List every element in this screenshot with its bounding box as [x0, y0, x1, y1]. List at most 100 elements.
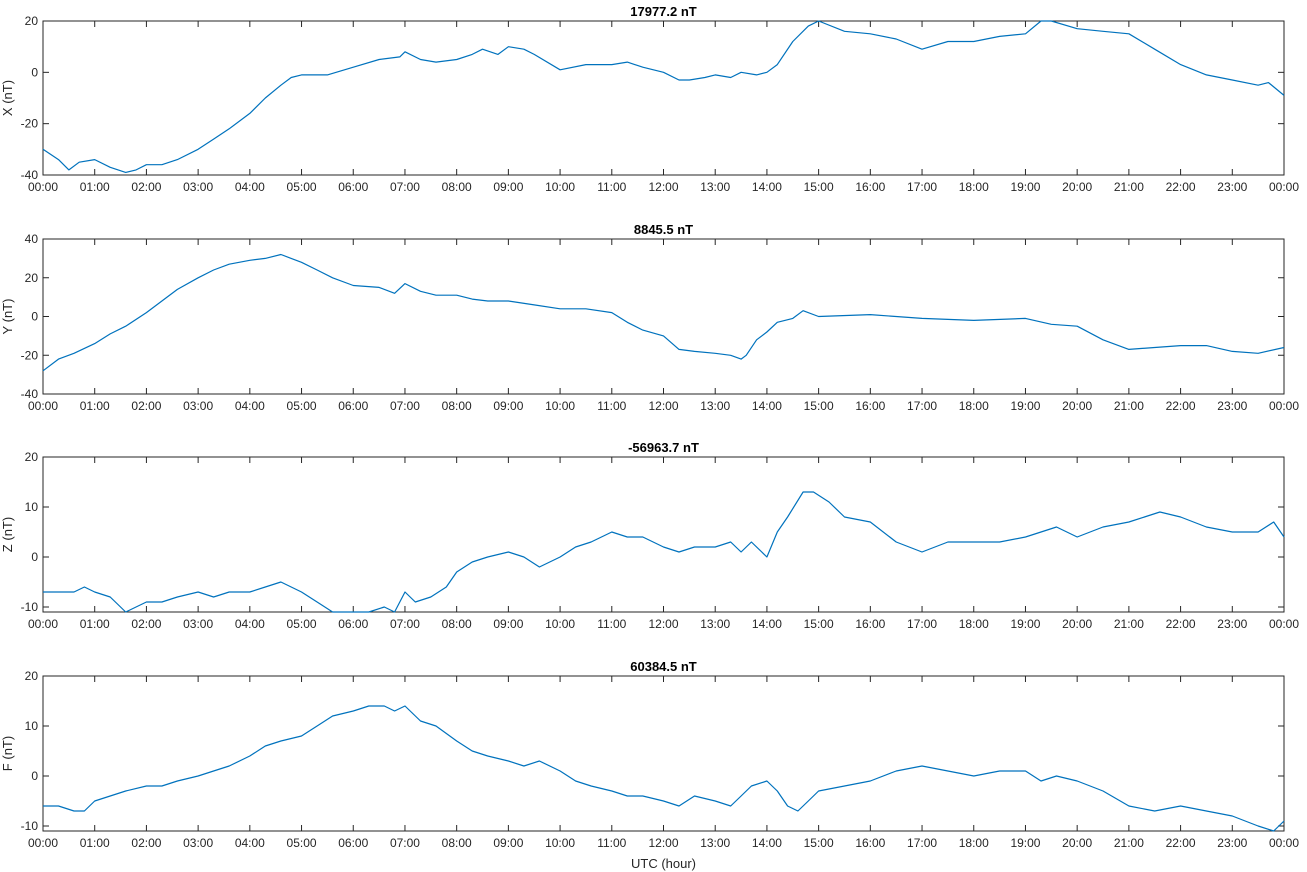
x-tick-label: 04:00	[235, 399, 265, 413]
x-tick-label: 10:00	[545, 836, 575, 850]
x-tick-label: 14:00	[752, 399, 782, 413]
x-tick-label: 11:00	[597, 180, 626, 194]
y-tick-label: 20	[25, 271, 39, 285]
x-tick-label: 06:00	[338, 617, 368, 631]
x-tick-label: 07:00	[390, 836, 420, 850]
panel-title: 8845.5 nT	[634, 222, 693, 237]
x-tick-label: 08:00	[442, 180, 472, 194]
y-axis-label: F (nT)	[0, 736, 15, 771]
x-tick-label: 21:00	[1114, 836, 1144, 850]
x-tick-label: 01:00	[80, 836, 110, 850]
x-tick-label: 16:00	[855, 180, 885, 194]
x-tick-label: 14:00	[752, 617, 782, 631]
x-tick-label: 20:00	[1062, 836, 1092, 850]
plot-frame	[42, 456, 1285, 613]
x-tick-label: 04:00	[235, 180, 265, 194]
x-tick-label: 00:00	[28, 617, 58, 631]
x-tick-label: 00:00	[1269, 399, 1299, 413]
x-tick-label: 02:00	[131, 180, 161, 194]
y-tick-label: 0	[31, 65, 38, 79]
x-tick-label: 03:00	[183, 617, 213, 631]
x-tick-label: 06:00	[338, 180, 368, 194]
x-tick-label: 09:00	[493, 399, 523, 413]
y-tick-label: 20	[25, 14, 39, 28]
x-tick-label: 13:00	[700, 180, 730, 194]
y-tick-label: 10	[25, 500, 39, 514]
panel-3: 60384.5 nT 00:00 01:00 02:00 03:00 04:00 05:00…	[0, 659, 1299, 871]
panel-2: -56963.7 nT 00:00 01:00 02:00 03:00 04:00 05:0…	[0, 440, 1299, 631]
x-tick-label: 08:00	[442, 836, 472, 850]
x-tick-label: 18:00	[959, 399, 989, 413]
panel-title: 60384.5 nT	[630, 659, 697, 674]
series-line-0	[42, 20, 1285, 173]
y-tick-label: 20	[25, 450, 39, 464]
x-tick-label: 23:00	[1217, 180, 1247, 194]
x-tick-label: 14:00	[752, 836, 782, 850]
x-tick-label: 06:00	[338, 399, 368, 413]
y-axis-label: Z (nT)	[0, 517, 15, 552]
x-tick-label: 13:00	[700, 836, 730, 850]
x-tick-label: 21:00	[1114, 180, 1144, 194]
x-tick-label: 17:00	[907, 180, 937, 194]
panel-1: 8845.5 nT 00:00 01:00 02:00 03:00 04:00 05:00 0…	[0, 222, 1299, 413]
x-tick-label: 04:00	[235, 617, 265, 631]
x-tick-label: 11:00	[597, 836, 626, 850]
panel-title: -56963.7 nT	[628, 440, 699, 455]
x-tick-label: 09:00	[493, 617, 523, 631]
y-tick-label: 0	[31, 310, 38, 324]
x-tick-label: 23:00	[1217, 836, 1247, 850]
x-tick-label: 11:00	[597, 617, 626, 631]
x-tick-label: 16:00	[855, 399, 885, 413]
x-tick-label: 00:00	[28, 836, 58, 850]
x-tick-label: 02:00	[131, 617, 161, 631]
x-tick-label: 23:00	[1217, 617, 1247, 631]
y-tick-label: 10	[25, 719, 39, 733]
plot-frame	[42, 675, 1285, 832]
y-tick-label: 0	[31, 769, 38, 783]
x-tick-label: 12:00	[648, 399, 678, 413]
x-tick-label: 13:00	[700, 617, 730, 631]
x-tick-label: 15:00	[804, 836, 834, 850]
x-tick-label: 19:00	[1010, 180, 1040, 194]
x-tick-label: 15:00	[804, 399, 834, 413]
x-tick-label: 00:00	[1269, 836, 1299, 850]
x-tick-label: 08:00	[442, 617, 472, 631]
x-tick-label: 02:00	[131, 836, 161, 850]
y-tick-label: -10	[21, 819, 39, 833]
panel-title: 17977.2 nT	[630, 4, 697, 19]
x-tick-label: 01:00	[80, 399, 110, 413]
x-tick-label: 08:00	[442, 399, 472, 413]
y-tick-label: -20	[21, 348, 39, 362]
y-tick-label: 0	[31, 550, 38, 564]
x-tick-label: 05:00	[287, 399, 317, 413]
x-tick-label: 22:00	[1166, 617, 1196, 631]
x-tick-label: 17:00	[907, 836, 937, 850]
x-tick-label: 16:00	[855, 617, 885, 631]
x-tick-label: 14:00	[752, 180, 782, 194]
x-axis-label: UTC (hour)	[631, 856, 696, 871]
x-tick-label: 10:00	[545, 180, 575, 194]
y-tick-label: 40	[25, 232, 39, 246]
x-tick-label: 22:00	[1166, 180, 1196, 194]
x-tick-label: 03:00	[183, 836, 213, 850]
x-tick-label: 01:00	[80, 617, 110, 631]
x-tick-label: 19:00	[1010, 617, 1040, 631]
x-tick-label: 00:00	[1269, 180, 1299, 194]
x-tick-label: 22:00	[1166, 399, 1196, 413]
x-tick-label: 03:00	[183, 399, 213, 413]
x-tick-label: 05:00	[287, 180, 317, 194]
x-tick-label: 09:00	[493, 836, 523, 850]
x-tick-label: 18:00	[959, 836, 989, 850]
y-tick-label: -40	[21, 387, 39, 401]
x-tick-label: 22:00	[1166, 836, 1196, 850]
y-tick-label: -20	[21, 117, 39, 131]
series-line-0	[43, 491, 1285, 613]
x-tick-label: 09:00	[493, 180, 523, 194]
y-axis-label: X (nT)	[0, 80, 15, 116]
x-tick-label: 00:00	[28, 399, 58, 413]
x-tick-label: 18:00	[959, 617, 989, 631]
x-tick-label: 18:00	[959, 180, 989, 194]
x-tick-label: 04:00	[235, 836, 265, 850]
x-tick-label: 15:00	[804, 180, 834, 194]
